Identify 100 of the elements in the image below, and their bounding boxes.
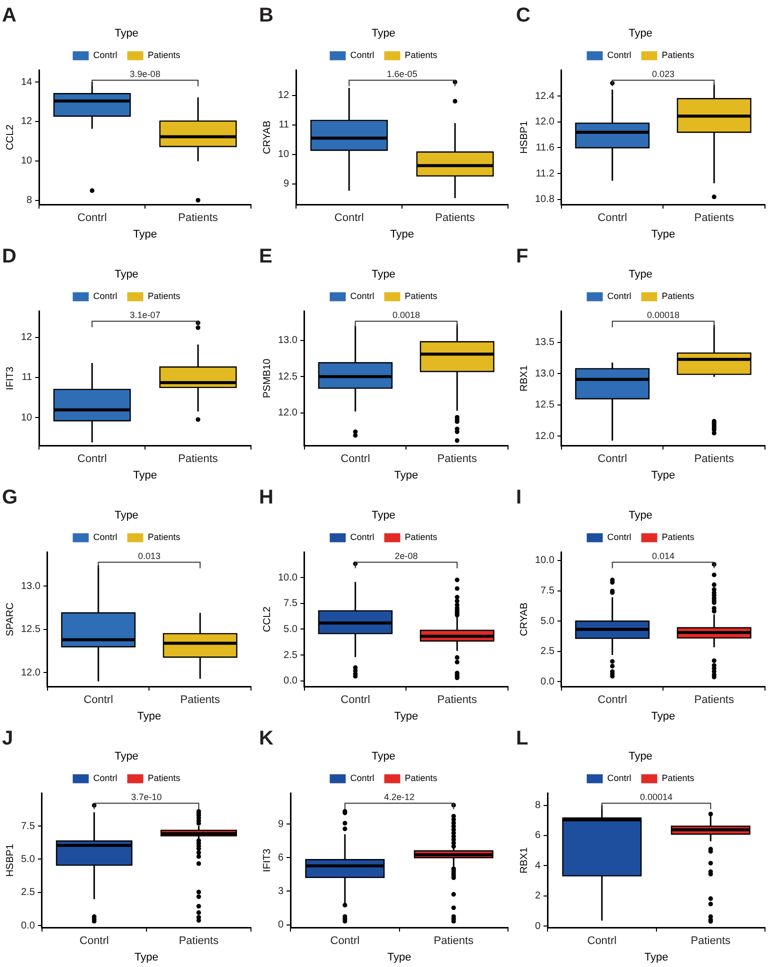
chart-title: D [2,246,16,268]
y-tick-label: 10.0 [278,572,298,584]
y-tick-label: 2.5 [540,646,555,658]
legend-title: Type [114,28,138,40]
chart-title: G [2,486,18,509]
chart-title: B [259,4,274,27]
annotation: 0.00018 [646,310,680,320]
y-axis-title: CCL2 [4,124,16,150]
y-tick-label: 11 [278,120,290,131]
chart-title: K [259,728,274,750]
legend-title: Type [628,268,652,281]
x-tick-label: Patients [694,212,734,224]
legend-title: Type [372,268,396,281]
x-axis-title: Type [133,228,157,240]
y-tick-label: 11 [22,372,33,384]
legend-label: Contrl [350,50,374,60]
x-tick-label: Patients [437,694,478,706]
annotation: 2e-08 [394,551,418,562]
y-tick-label: 2.5 [20,887,36,898]
y-tick-label: 0.0 [284,676,298,687]
x-axis-title: Type [133,469,157,482]
x-axis-title: Type [394,469,418,482]
y-axis-title: HSBP1 [518,120,530,154]
x-axis-title: Type [651,710,676,722]
y-tick-label: 8 [26,195,33,206]
legend-label: Patients [404,291,438,302]
x-tick-label: Patients [437,453,478,466]
y-tick-label: 2.5 [284,650,298,661]
legend-title: Type [114,268,138,281]
annotation: 0.0018 [392,310,420,320]
legend-label: Patients [148,773,181,784]
y-tick-label: 12.0 [278,408,298,419]
chart-title: I [516,486,522,509]
y-axis-title: CRYAB [262,120,273,154]
x-tick-label: Contrl [340,694,370,706]
y-tick-label: 11.2 [536,168,555,180]
chart-title: E [259,246,272,268]
legend-label: Patients [148,291,181,302]
legend-label: Patients [404,50,438,60]
chart-title: H [259,486,274,509]
annotation: 3.7e-10 [131,792,162,802]
y-tick-label: 12.5 [20,624,41,636]
y-tick-label: 0.0 [540,676,555,688]
y-axis-title: CRYAB [518,602,530,636]
annotation: 0.013 [138,551,160,562]
y-axis-title: PSMB10 [262,358,273,398]
y-tick-label: 12.0 [534,116,555,128]
y-axis-title: HSBP1 [4,844,16,877]
x-tick-label: Patients [435,212,476,224]
annotation: 0.014 [652,551,674,562]
x-tick-label: Contrl [598,694,628,706]
x-axis-title: Type [394,710,418,722]
y-tick-label: 6 [278,852,284,864]
legend-label: Patients [148,50,181,60]
y-tick-label: 14 [21,76,33,88]
legend-title: Type [372,28,396,40]
chart-title: J [2,728,14,750]
x-tick-label: Contrl [587,935,617,948]
chart-title: C [516,4,530,27]
x-tick-label: Patients [694,453,734,466]
y-tick-label: 10.0 [534,555,555,566]
y-tick-label: 7.5 [20,820,36,832]
chart-title: L [516,728,528,750]
y-tick-label: 12.0 [20,667,41,678]
legend-title: Type [628,28,652,40]
x-axis-title: Type [390,228,414,240]
y-axis-title: IFIT3 [262,848,273,872]
legend-label: Patients [662,532,695,542]
legend-label: Contrl [607,50,632,60]
x-axis-title: Type [137,710,162,722]
y-tick-label: 10 [21,412,33,424]
x-tick-label: Contrl [598,453,628,466]
y-tick-label: 5.0 [20,854,36,865]
x-tick-label: Contrl [77,453,107,466]
x-tick-label: Patients [178,453,218,466]
y-tick-label: 13.0 [278,335,298,346]
x-tick-label: Patients [178,935,220,948]
legend-label: Contrl [93,532,118,542]
x-axis-title: Type [651,228,676,240]
legend-label: Contrl [607,532,632,542]
y-tick-label: 11.6 [536,142,555,154]
x-axis-title: Type [644,951,668,964]
y-tick-label: 10 [21,156,33,167]
annotation: 0.00014 [640,792,673,802]
legend-title: Type [372,750,396,763]
legend-title: Type [114,510,138,522]
y-tick-label: 8 [535,800,541,812]
legend-label: Contrl [607,291,632,302]
y-tick-label: 3 [278,886,284,897]
legend-title: Type [628,510,652,522]
x-tick-label: Contrl [334,212,364,224]
annotation: 3.1e-07 [130,310,160,320]
legend-label: Patients [404,773,438,784]
y-tick-label: 12.5 [534,400,555,411]
y-axis-title: CCL2 [262,606,273,632]
x-tick-label: Contrl [340,453,370,466]
y-tick-label: 6 [535,830,541,842]
y-tick-label: 9 [278,818,284,830]
y-tick-label: 0.0 [20,920,36,932]
x-axis-title: Type [134,951,158,964]
